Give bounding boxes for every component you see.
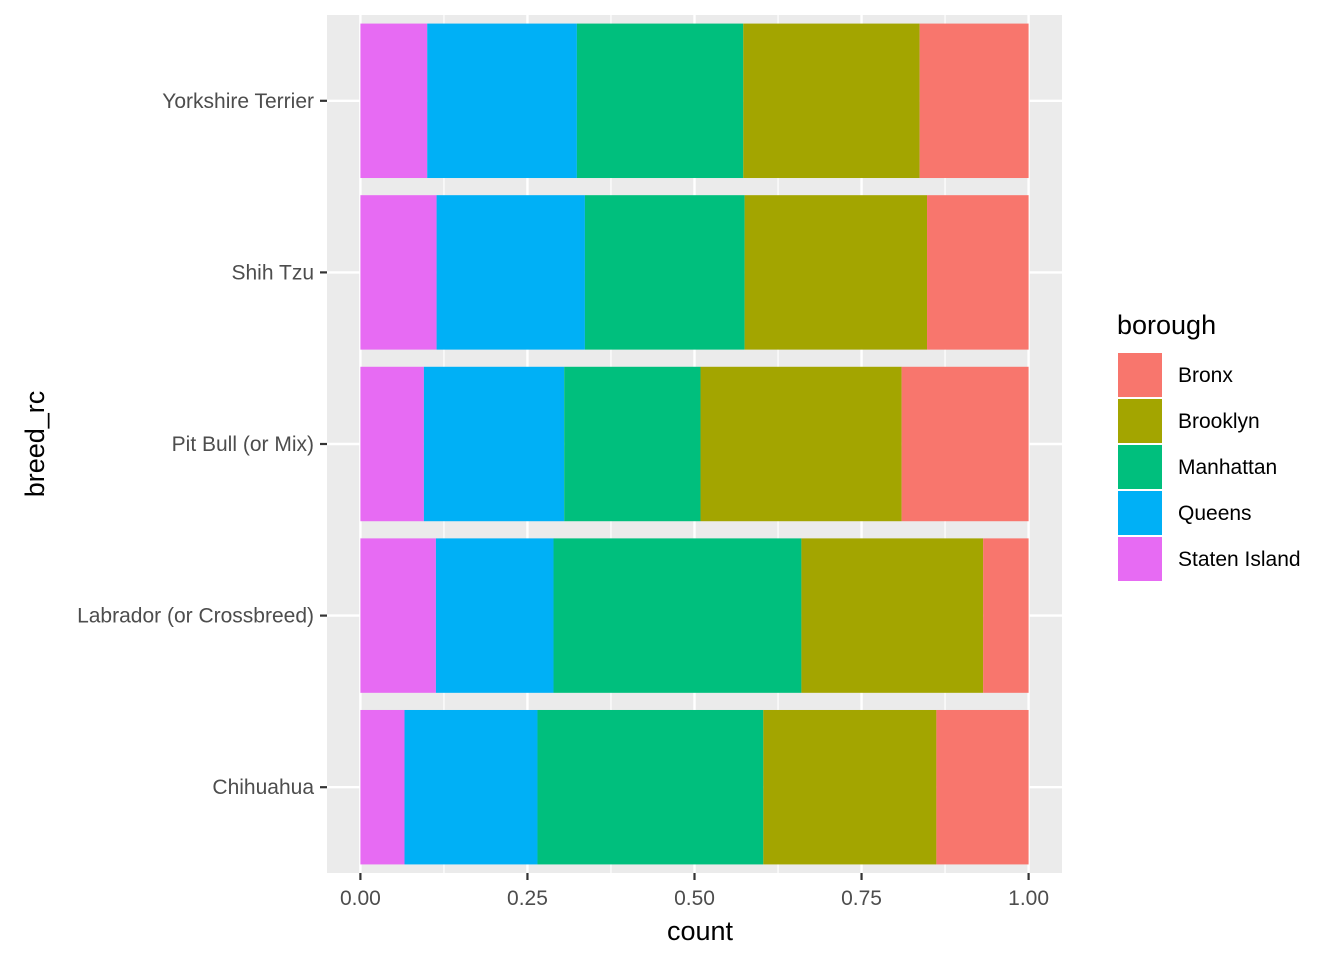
y-axis: Chihuahua Labrador (or Crossbreed) Pit Bul… — [77, 90, 327, 799]
bar-bronx-shih-tzu — [927, 195, 1029, 350]
bar-manhattan-labrador-or-crossbreed — [553, 538, 802, 693]
legend-label: Bronx — [1178, 364, 1233, 387]
x-tick-label: 1.00 — [1008, 887, 1049, 910]
bar-queens-chihuahua — [404, 709, 538, 865]
y-tick-label: Yorkshire Terrier — [162, 90, 314, 113]
legend-swatch-brooklyn — [1118, 399, 1162, 443]
y-tick-label: Labrador (or Crossbreed) — [77, 605, 314, 628]
legend-label: Brooklyn — [1178, 410, 1260, 433]
bar-brooklyn-yorkshire-terrier — [743, 23, 920, 179]
bar-brooklyn-pit-bull-or-mix — [700, 366, 902, 522]
y-tick-label: Chihuahua — [212, 776, 314, 799]
bar-queens-shih-tzu — [436, 195, 585, 350]
y-axis-title: breed_rc — [20, 391, 50, 498]
bar-queens-yorkshire-terrier — [427, 23, 577, 179]
x-axis-title: count — [667, 916, 734, 946]
bar-manhattan-chihuahua — [537, 709, 764, 865]
x-tick-label: 0.25 — [507, 887, 548, 910]
legend-swatch-staten-island — [1118, 537, 1162, 581]
bar-manhattan-yorkshire-terrier — [576, 23, 744, 179]
legend-swatch-manhattan — [1118, 445, 1162, 489]
bar-manhattan-pit-bull-or-mix — [564, 366, 701, 522]
legend-swatch-queens — [1118, 491, 1162, 535]
bar-staten-island-chihuahua — [360, 709, 405, 865]
bar-staten-island-yorkshire-terrier — [360, 23, 428, 179]
bar-bronx-labrador-or-crossbreed — [983, 538, 1029, 693]
bar-manhattan-shih-tzu — [584, 195, 745, 350]
legend-title: borough — [1117, 310, 1216, 340]
legend: borough Bronx Brooklyn Manhattan Queens Stat… — [1116, 310, 1301, 583]
x-tick-label: 0.50 — [674, 887, 715, 910]
x-tick-label: 0.75 — [841, 887, 882, 910]
bar-brooklyn-shih-tzu — [744, 195, 928, 350]
y-tick-label: Pit Bull (or Mix) — [172, 433, 314, 456]
bar-bronx-pit-bull-or-mix — [901, 366, 1029, 522]
bar-bronx-chihuahua — [936, 709, 1029, 865]
bar-staten-island-labrador-or-crossbreed — [360, 538, 436, 693]
bar-staten-island-shih-tzu — [360, 195, 437, 350]
legend-label: Manhattan — [1178, 456, 1277, 479]
legend-label: Staten Island — [1178, 548, 1301, 571]
bar-queens-pit-bull-or-mix — [423, 366, 565, 522]
legend-swatch-bronx — [1118, 353, 1162, 397]
x-tick-label: 0.00 — [340, 887, 381, 910]
y-tick-label: Shih Tzu — [232, 261, 315, 284]
bars-group — [360, 23, 1029, 865]
bar-staten-island-pit-bull-or-mix — [360, 366, 424, 522]
bar-brooklyn-chihuahua — [763, 709, 937, 865]
x-axis: 0.00 0.25 0.50 0.75 1.00 — [340, 873, 1049, 910]
legend-label: Queens — [1178, 502, 1252, 525]
bar-queens-labrador-or-crossbreed — [435, 538, 554, 693]
bar-brooklyn-labrador-or-crossbreed — [801, 538, 984, 693]
bar-bronx-yorkshire-terrier — [919, 23, 1029, 179]
